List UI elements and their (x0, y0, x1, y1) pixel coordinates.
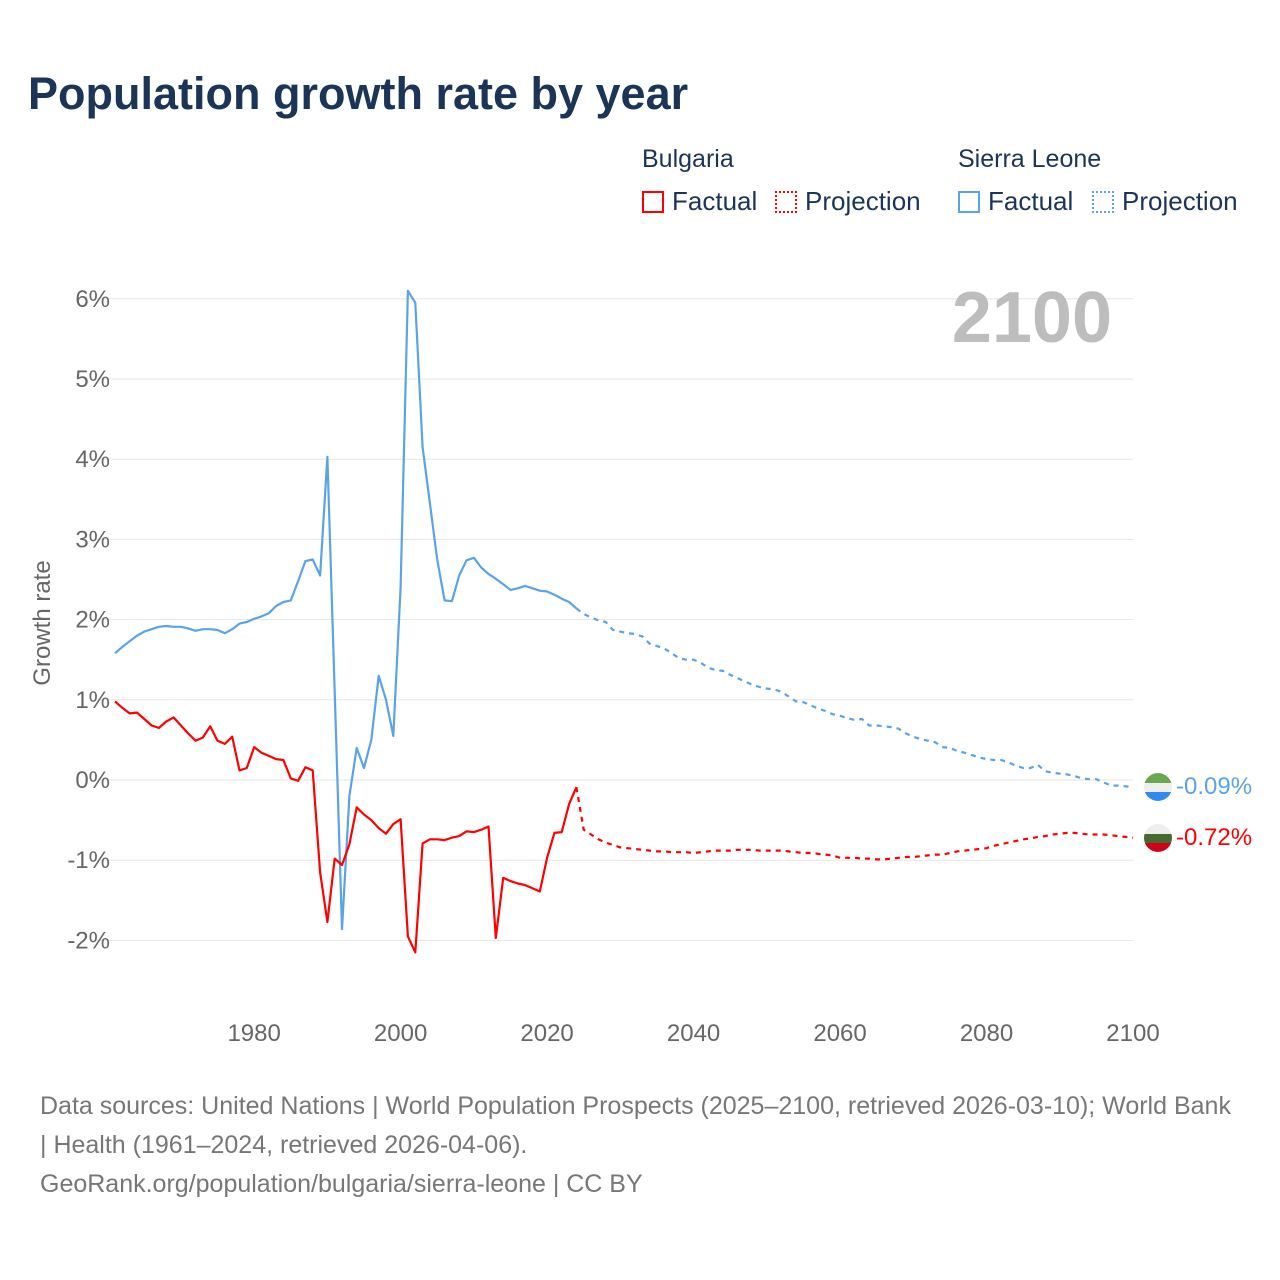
bulgaria-factual-line (114, 700, 578, 954)
source-link[interactable]: GeoRank.org/population/bulgaria/sierra-l… (40, 1170, 643, 1198)
chart-area: -2% -1% 0% 1% 2% 3% 4% 5% 6% 1980 2000 2020 2040 2060… (29, 278, 1252, 1047)
y-tick-label: 3% (75, 526, 110, 553)
sierra-leone-end-label: -0.09% (1176, 773, 1252, 800)
chart-title: Population growth rate by year (28, 68, 689, 119)
y-tick-label: 0% (75, 767, 110, 794)
legend-sierra-leone-factual[interactable]: Factual (958, 186, 1073, 217)
y-tick-label: 1% (75, 687, 110, 714)
y-axis-label: Growth rate (29, 560, 56, 685)
data-sources: Data sources: United Nations | World Pop… (40, 1092, 1231, 1159)
x-tick-label: 2020 (520, 1020, 573, 1047)
legend-bulgaria-projection[interactable]: Projection (775, 186, 921, 217)
bulgaria-end-label: -0.72% (1176, 824, 1252, 851)
legend-label: Factual (988, 186, 1074, 216)
y-tick-label: 6% (75, 286, 110, 313)
x-tick-label: 2040 (667, 1020, 720, 1047)
bulgaria-projection-line (575, 787, 1134, 861)
y-tick-label: 4% (75, 446, 110, 473)
legend-bulgaria-label: Bulgaria (642, 145, 734, 173)
sierra-leone-projection-line (575, 607, 1134, 789)
legend-swatch-solid-red (642, 190, 664, 213)
bulgaria-flag-icon (1144, 824, 1172, 852)
legend-label: Factual (672, 186, 758, 216)
y-tick-label: -2% (67, 927, 110, 954)
legend-label: Projection (805, 186, 921, 216)
x-tick-label: 2080 (960, 1020, 1013, 1047)
year-watermark: 2100 (952, 278, 1112, 358)
legend-sierra-leone-label: Sierra Leone (958, 145, 1102, 173)
x-tick-label: 2060 (813, 1020, 866, 1047)
sierra-leone-factual-line (114, 289, 578, 931)
legend-swatch-solid-blue (958, 190, 980, 213)
sierra-leone-flag-icon (1144, 773, 1172, 801)
legend-swatch-dotted-blue (1092, 190, 1114, 213)
footer: Data sources: United Nations | World Pop… (40, 1087, 1240, 1204)
y-tick-label: 5% (75, 366, 110, 393)
x-tick-label: 2000 (374, 1020, 427, 1047)
x-tick-label: 2100 (1106, 1020, 1159, 1047)
legend-sierra-leone-projection[interactable]: Projection (1092, 186, 1238, 217)
legend-label: Projection (1122, 186, 1238, 216)
y-tick-label: -1% (67, 847, 110, 874)
legend-bulgaria-factual[interactable]: Factual (642, 186, 757, 217)
y-tick-label: 2% (75, 607, 110, 634)
legend-swatch-dotted-red (775, 190, 797, 213)
x-tick-label: 1980 (227, 1020, 280, 1047)
